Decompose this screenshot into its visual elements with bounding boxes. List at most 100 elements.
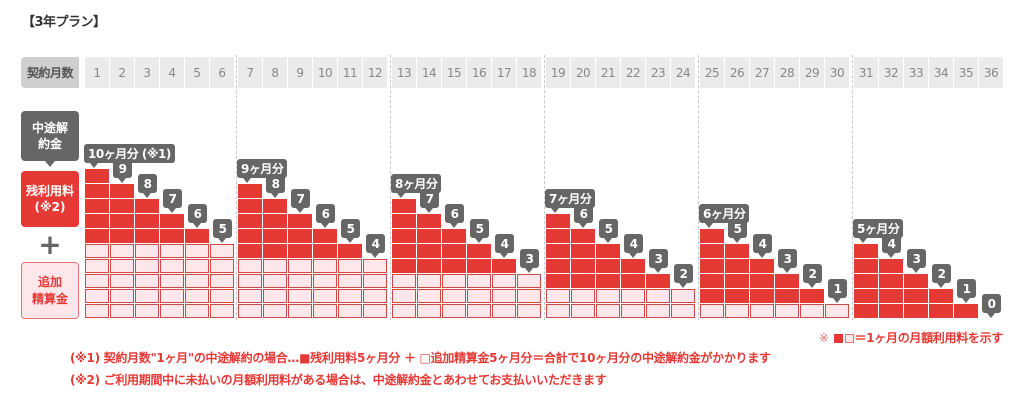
- month-header-cell: 22: [621, 57, 645, 88]
- fee-months-bubble: 4: [366, 234, 385, 258]
- additional-settlement-block: [210, 274, 234, 288]
- remaining-fee-block: [467, 244, 491, 258]
- month-header-cell: 21: [596, 57, 620, 88]
- additional-settlement-block: [492, 289, 516, 303]
- remaining-fee-block: [854, 289, 878, 303]
- additional-settlement-block: [135, 289, 159, 303]
- month-header-cell: 23: [646, 57, 670, 88]
- additional-settlement-block: [185, 304, 209, 318]
- remaining-fee-block: [135, 229, 159, 243]
- fee-months-bubble: 5: [213, 219, 232, 243]
- remaining-fee-block: [571, 229, 595, 243]
- remaining-fee-block: [85, 229, 109, 243]
- remaining-fee-block: [392, 229, 416, 243]
- remaining-fee-block: [85, 169, 109, 183]
- month-header-cell: 2: [110, 57, 134, 88]
- additional-settlement-block: [263, 289, 287, 303]
- remaining-fee-block: [238, 244, 262, 258]
- remaining-fee-block: [571, 274, 595, 288]
- fee-months-bubble: 8ヶ月分: [391, 174, 442, 198]
- fee-months-bubble: 2: [803, 264, 822, 288]
- remaining-fee-block: [392, 244, 416, 258]
- additional-settlement-block: [800, 304, 824, 318]
- remaining-fee-block: [700, 289, 724, 303]
- additional-settlement-block: [725, 304, 749, 318]
- remaining-fee-block: [85, 214, 109, 228]
- additional-settlement-block: [825, 304, 849, 318]
- additional-settlement-block: [135, 259, 159, 273]
- additional-settlement-block: [363, 274, 387, 288]
- additional-settlement-block: [288, 259, 312, 273]
- fee-months-bubble: 9ヶ月分: [237, 159, 288, 183]
- legend-text: ＝1ヶ月の月額利用料を示す: [854, 331, 1004, 345]
- remaining-fee-block: [621, 259, 645, 273]
- remaining-fee-block: [467, 259, 491, 273]
- fee-months-bubble: 5: [470, 219, 489, 243]
- remaining-fee-block: [338, 244, 362, 258]
- fee-months-bubble: 2: [932, 264, 951, 288]
- remaining-fee-block: [392, 214, 416, 228]
- fee-months-bubble: 5ヶ月分: [853, 219, 904, 243]
- fee-months-bubble: 8: [138, 174, 157, 198]
- additional-settlement-block: [363, 259, 387, 273]
- fee-months-bubble: 4: [495, 234, 514, 258]
- group-divider: [236, 55, 237, 320]
- remaining-fee-block: [904, 274, 928, 288]
- additional-settlement-block: [338, 289, 362, 303]
- contract-months-label: 契約月数: [21, 57, 79, 88]
- fee-months-bubble: 1: [828, 279, 847, 303]
- additional-settlement-block: [338, 274, 362, 288]
- remaining-fee-block: [492, 259, 516, 273]
- additional-settlement-block: [135, 274, 159, 288]
- remaining-fee-block: [417, 244, 441, 258]
- fee-months-bubble: 5: [728, 219, 747, 243]
- month-header-cell: 10: [313, 57, 337, 88]
- month-header-cell: 8: [263, 57, 287, 88]
- month-header-cell: 19: [546, 57, 570, 88]
- additional-settlement-block: [110, 304, 134, 318]
- fee-months-bubble: 5: [599, 219, 618, 243]
- additional-settlement-block: [85, 244, 109, 258]
- additional-settlement-block: [338, 259, 362, 273]
- group-divider: [852, 55, 853, 320]
- fee-months-bubble: 3: [520, 249, 539, 273]
- additional-settlement-block: [492, 274, 516, 288]
- fee-months-bubble: 2: [674, 264, 693, 288]
- additional-settlement-block: [85, 304, 109, 318]
- month-header-cell: 7: [238, 57, 262, 88]
- additional-settlement-block: [467, 289, 491, 303]
- fee-months-bubble: 6ヶ月分: [699, 204, 750, 228]
- additional-settlement-block: [646, 289, 670, 303]
- additional-settlement-block: [392, 274, 416, 288]
- plus-icon: +: [38, 227, 62, 261]
- month-header-cell: 11: [338, 57, 362, 88]
- additional-settlement-block: [110, 259, 134, 273]
- remaining-fee-block: [646, 274, 670, 288]
- remaining-fee-label: 残利用料 (※2): [21, 171, 79, 227]
- additional-settlement-block: [467, 304, 491, 318]
- month-header-cell: 29: [800, 57, 824, 88]
- additional-settlement-text: 追加 精算金: [31, 274, 68, 306]
- remaining-fee-block: [417, 259, 441, 273]
- additional-settlement-block: [263, 259, 287, 273]
- remaining-fee-block: [238, 184, 262, 198]
- additional-settlement-block: [85, 289, 109, 303]
- additional-settlement-block: [85, 274, 109, 288]
- additional-settlement-block: [517, 274, 541, 288]
- month-header-cell: 15: [442, 57, 466, 88]
- fee-months-bubble: 3: [907, 249, 926, 273]
- additional-settlement-block: [263, 304, 287, 318]
- footnote-2: (※2) ご利用期間中に未払いの月額利用料がある場合は、中途解約金とあわせてお支…: [70, 373, 607, 387]
- remaining-fee-text: 残利用料 (※2): [25, 184, 74, 214]
- remaining-fee-block: [929, 289, 953, 303]
- month-header-cell: 30: [825, 57, 849, 88]
- additional-settlement-block: [110, 289, 134, 303]
- month-header-cell: 24: [671, 57, 695, 88]
- additional-settlement-block: [392, 289, 416, 303]
- remaining-fee-block: [596, 259, 620, 273]
- remaining-fee-block: [417, 214, 441, 228]
- additional-settlement-block: [392, 304, 416, 318]
- footnote-1: (※1) 契約月数"1ヶ月"の中途解約の場合…■残利用料5ヶ月分 ＋ □追加精算…: [70, 351, 771, 365]
- page-title: 【3年プラン】: [22, 15, 106, 30]
- remaining-fee-block: [750, 289, 774, 303]
